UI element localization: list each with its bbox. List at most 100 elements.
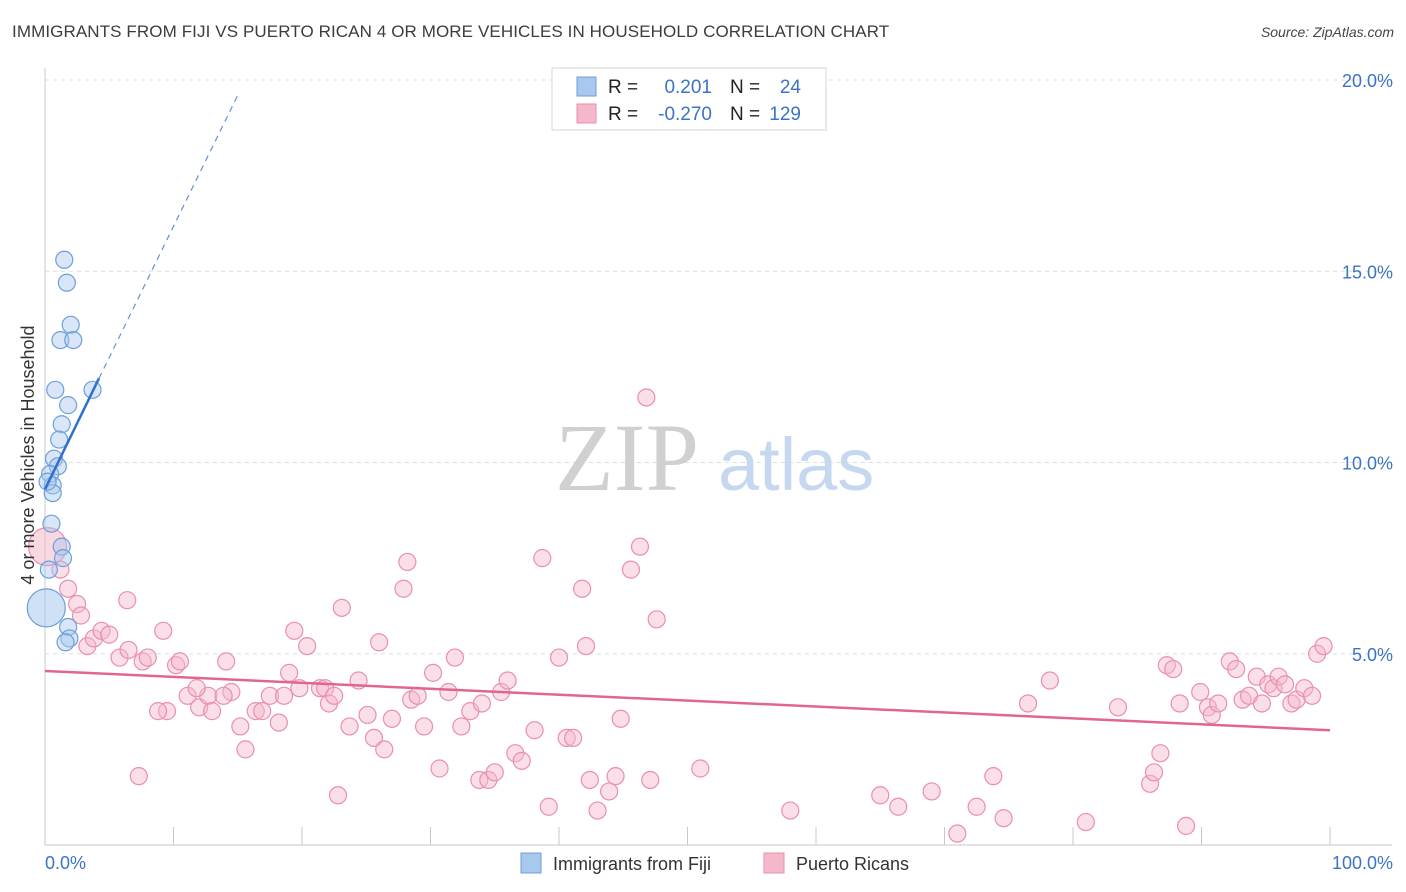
puerto-ricans-point	[202, 702, 222, 721]
puerto-ricans-point	[59, 579, 78, 598]
legend-r-value-fiji: 0.201	[664, 77, 712, 98]
source-label: Source: ZipAtlas.com	[1260, 24, 1394, 40]
puerto-ricans-point	[214, 686, 233, 705]
puerto-ricans-point	[328, 786, 348, 805]
puerto-ricans-point	[231, 717, 250, 736]
puerto-ricans-point	[1227, 659, 1246, 679]
puerto-ricans-point	[340, 717, 359, 736]
fiji-point	[59, 396, 78, 415]
fiji-point	[52, 537, 71, 556]
puerto-ricans-point	[630, 537, 650, 556]
puerto-ricans-point	[588, 801, 607, 820]
fiji-point	[42, 514, 61, 533]
stats-legend: R = 0.201 N = 24 R = -0.270 N = 129	[551, 67, 827, 131]
puerto-ricans-point	[217, 652, 236, 671]
fiji-points	[26, 250, 102, 652]
puerto-ricans-point	[398, 552, 417, 572]
puerto-ricans-point	[452, 717, 471, 736]
puerto-ricans-point	[84, 629, 103, 648]
puerto-ricans-point	[1209, 694, 1228, 713]
puerto-ricans-point	[576, 636, 596, 656]
puerto-ricans-point	[637, 388, 656, 407]
puerto-ricans-point	[1170, 694, 1189, 713]
fiji-point	[56, 633, 75, 652]
y-tick-labels: 5.0% 10.0% 15.0% 20.0%	[1342, 71, 1393, 665]
puerto-ricans-point	[394, 579, 413, 598]
puerto-ricans-point	[580, 770, 599, 790]
puerto-ricans-point	[332, 598, 351, 617]
puerto-ricans-point	[691, 759, 710, 778]
puerto-ricans-point	[549, 648, 569, 667]
puerto-ricans-point	[647, 610, 666, 629]
puerto-ricans-point	[1040, 671, 1059, 690]
fiji-point	[55, 250, 74, 269]
puerto-ricans-point	[71, 606, 91, 625]
puerto-ricans-point	[994, 809, 1013, 828]
puerto-ricans-point	[414, 717, 434, 736]
puerto-ricans-point	[1302, 686, 1322, 705]
puerto-ricans-point	[967, 797, 986, 816]
fiji-point	[53, 549, 73, 568]
puerto-ricans-point	[1314, 636, 1333, 656]
fiji-point	[61, 315, 80, 334]
fiji-trend-extension	[98, 95, 239, 379]
puerto-ricans-point	[984, 767, 1003, 786]
puerto-ricans-point	[246, 702, 265, 721]
puerto-ricans-point	[364, 728, 384, 748]
puerto-ricans-point	[298, 636, 317, 656]
legend-n-label-puerto-ricans: N =	[730, 104, 760, 125]
puerto-ricans-point	[1144, 763, 1164, 782]
puerto-ricans-point	[1275, 675, 1295, 694]
series-legend-label-puerto-ricans: Puerto Ricans	[796, 854, 909, 874]
puerto-ricans-point	[1108, 698, 1128, 717]
fiji-point	[26, 588, 66, 628]
puerto-ricans-point	[871, 786, 890, 805]
puerto-ricans-point	[600, 782, 619, 801]
y-tick-label: 5.0%	[1352, 645, 1393, 665]
puerto-ricans-point	[274, 686, 294, 705]
puerto-ricans-point	[573, 579, 592, 598]
x-tick-label-min: 0.0%	[45, 853, 86, 873]
fiji-point	[39, 560, 58, 579]
puerto-ricans-point	[889, 797, 908, 816]
puerto-ricans-point	[564, 728, 583, 748]
puerto-ricans-point	[1191, 682, 1210, 702]
legend-box	[551, 67, 827, 131]
fiji-point	[52, 415, 71, 434]
legend-n-value-fiji: 24	[780, 77, 802, 98]
y-axis-label: 4 or more Vehicles in Household	[18, 325, 38, 584]
legend-n-value-puerto-ricans: 129	[769, 104, 801, 125]
x-tick-label-max: 100.0%	[1332, 853, 1393, 873]
fiji-point	[50, 430, 69, 449]
fiji-point	[59, 617, 78, 637]
watermark-atlas: atlas	[718, 423, 874, 506]
puerto-ricans-point	[370, 633, 389, 652]
puerto-ricans-point	[129, 767, 148, 786]
series-legend: Immigrants from Fiji Puerto Ricans	[520, 852, 909, 874]
puerto-ricans-point	[557, 728, 576, 748]
puerto-ricans-point	[641, 770, 660, 790]
series-legend-swatch-puerto-ricans	[763, 852, 785, 874]
puerto-ricans-point	[1202, 705, 1221, 725]
legend-r-label-fiji: R =	[608, 77, 638, 98]
puerto-ricans-point	[1176, 816, 1196, 835]
puerto-ricans-point	[539, 797, 558, 816]
puerto-ricans-point	[358, 705, 377, 725]
fiji-point	[46, 380, 65, 399]
puerto-ricans-point	[260, 686, 279, 705]
puerto-ricans-point	[948, 824, 967, 843]
series-legend-swatch-fiji	[520, 852, 542, 874]
puerto-ricans-point	[375, 740, 394, 759]
puerto-ricans-point	[1151, 744, 1170, 763]
puerto-ricans-point	[382, 709, 402, 728]
chart-title: IMMIGRANTS FROM FIJI VS PUERTO RICAN 4 O…	[12, 22, 890, 41]
puerto-ricans-point	[485, 763, 504, 782]
puerto-ricans-point	[533, 549, 552, 568]
puerto-ricans-point	[621, 560, 641, 579]
puerto-ricans-point	[269, 713, 288, 732]
puerto-ricans-point	[1164, 659, 1183, 679]
fiji-point	[51, 331, 70, 350]
puerto-ricans-point	[27, 527, 68, 567]
puerto-ricans-point	[781, 801, 800, 820]
